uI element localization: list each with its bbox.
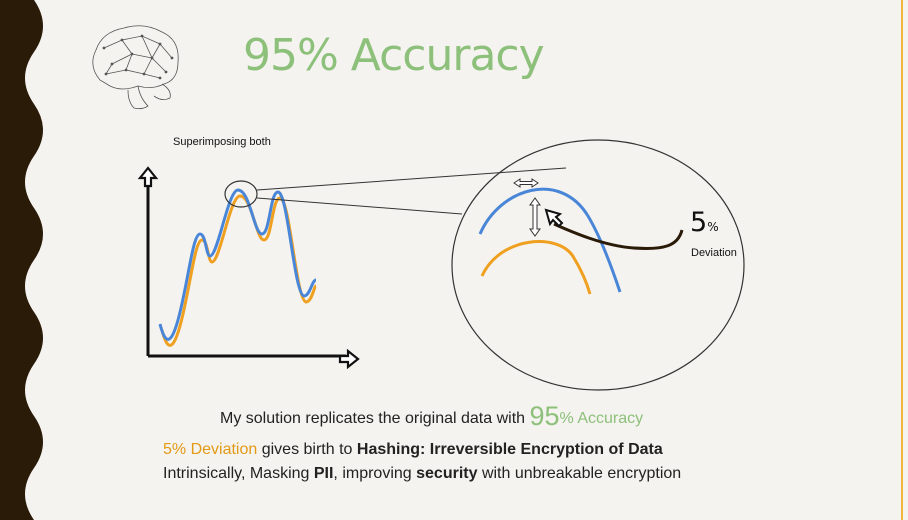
right-border-line [901,0,903,520]
deviation-pointer-line [553,222,684,250]
deviation-value: 5% [690,207,719,238]
zoom-circle [451,139,745,391]
summary-line-2: 5% Deviation gives birth to Hashing: Irr… [163,441,663,458]
up-arrow-icon [137,166,159,188]
chart-label: Superimposing both [173,136,271,148]
deviation-label: Deviation [691,247,737,259]
focus-circle [224,180,258,208]
brain-icon [92,25,179,110]
summary-line-3: Intrinsically, Masking PII, improving se… [163,465,682,482]
slide-title: 95% Accuracy [243,30,545,81]
right-arrow-icon [338,348,360,370]
pointer-arrowhead [544,208,564,228]
left-wave-border [0,0,43,520]
blue-curve [158,188,317,341]
orange-curve [160,194,318,347]
zoom-blue-curve [478,187,622,293]
double-arrow-icon [513,178,541,237]
zoom-orange-curve [480,240,592,295]
summary-line-1: My solution replicates the original data… [220,401,644,431]
